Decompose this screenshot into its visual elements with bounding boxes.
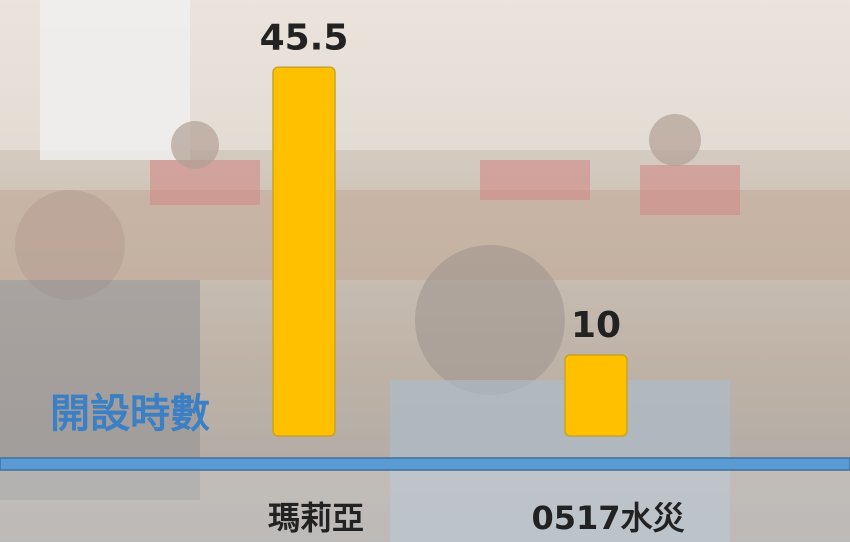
bar <box>272 66 336 437</box>
x-tick-label: 0517水災 <box>531 499 685 537</box>
value-label: 10 <box>571 305 621 346</box>
value-label: 45.5 <box>260 17 349 58</box>
bar <box>564 354 628 437</box>
x-axis-line <box>0 457 850 471</box>
x-tick-label: 瑪莉亞 <box>268 499 364 537</box>
y-axis-label: 開設時數 <box>50 391 210 437</box>
